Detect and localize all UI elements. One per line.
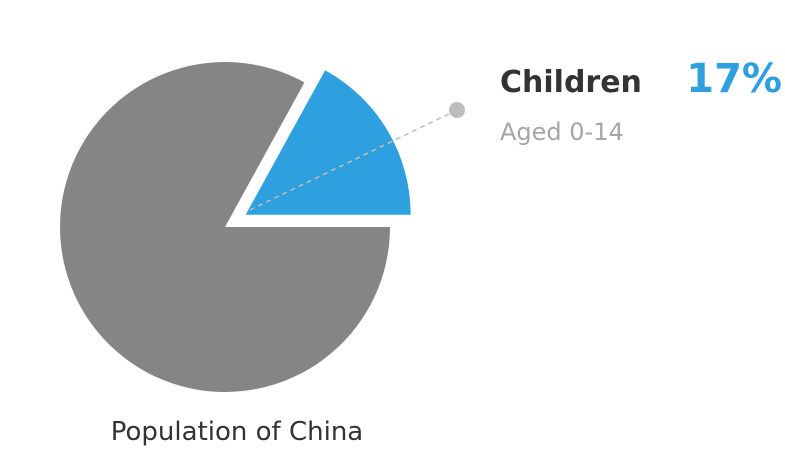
slice-sublabel-children: Aged 0-14 — [500, 118, 624, 146]
slice-label-children: Children — [500, 65, 642, 100]
slice-percent-children: 17% — [686, 56, 782, 102]
pie-slice-rest — [59, 61, 390, 392]
pie-slices — [59, 61, 411, 392]
pie-slice-children — [245, 70, 411, 215]
chart-title: Population of China — [111, 417, 363, 447]
leader-dot — [449, 102, 465, 118]
leader-line — [249, 109, 458, 211]
